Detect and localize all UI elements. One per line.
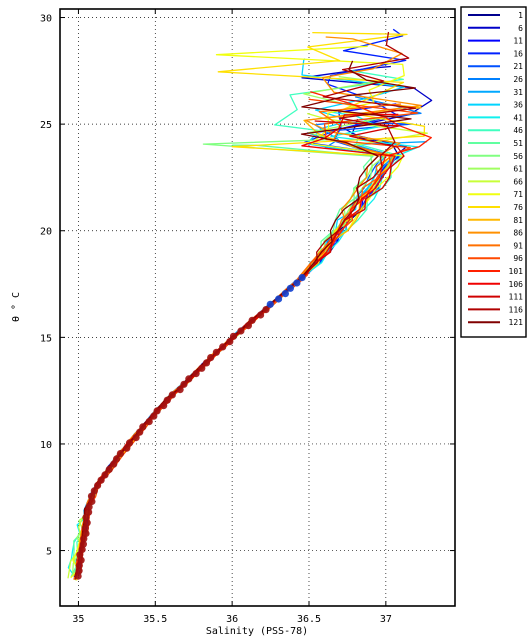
x-tick-label: 37	[380, 614, 392, 625]
profile-marker	[192, 370, 200, 378]
profile-marker	[207, 354, 215, 362]
legend: 1611162126313641465156616671768186919610…	[460, 6, 527, 338]
legend-label: 21	[513, 62, 523, 71]
profile-marker	[88, 497, 96, 506]
legend-box	[460, 6, 527, 338]
y-tick-label: 15	[40, 333, 52, 344]
profile-marker	[281, 290, 289, 298]
y-axis-title: θ ° C	[11, 292, 22, 322]
profile-marker	[110, 460, 118, 468]
profile-marker	[237, 327, 245, 335]
profile-marker	[262, 306, 270, 314]
profile-marker	[150, 412, 158, 420]
profile-marker	[77, 556, 85, 564]
legend-label: 16	[513, 49, 523, 58]
y-tick-label: 25	[40, 120, 52, 131]
profile-marker	[229, 332, 238, 340]
y-tick-label: 30	[40, 14, 52, 25]
legend-label: 36	[513, 101, 523, 110]
profile-marker	[75, 567, 83, 575]
y-tick-label: 10	[40, 440, 52, 451]
legend-label: 51	[513, 139, 523, 148]
profile-marker	[132, 434, 140, 442]
profile-marker	[145, 418, 153, 426]
profile-marker	[219, 343, 227, 351]
x-tick-label: 36	[226, 614, 238, 625]
profile-marker	[275, 295, 283, 303]
legend-label: 101	[509, 267, 524, 276]
profile-marker	[97, 476, 105, 484]
profile-marker	[81, 524, 89, 532]
profile-marker	[94, 481, 102, 490]
x-axis-title: Salinity (PSS-78)	[206, 626, 308, 637]
profile-marker	[176, 386, 184, 394]
legend-label: 81	[513, 216, 523, 225]
x-tick-label: 35	[72, 614, 84, 625]
legend-label: 56	[513, 152, 523, 161]
profile-marker	[168, 391, 176, 399]
legend-label: 11	[513, 37, 523, 46]
profile-marker	[125, 439, 134, 447]
legend-label: 66	[513, 177, 523, 186]
y-tick-label: 5	[46, 547, 52, 558]
profile-marker	[160, 402, 168, 410]
profile-marker	[202, 359, 211, 367]
profile-marker	[101, 471, 109, 479]
profile-marker	[136, 428, 144, 436]
profile-marker	[266, 300, 274, 308]
y-tick-label: 20	[40, 227, 52, 238]
profile-marker	[298, 274, 306, 282]
legend-label: 71	[513, 190, 523, 199]
profile-marker	[248, 316, 256, 324]
legend-label: 96	[513, 254, 523, 263]
profile-marker	[105, 465, 113, 474]
profile-marker	[163, 396, 171, 404]
legend-label: 1	[518, 11, 523, 20]
profile-marker	[198, 364, 206, 372]
profile-marker	[90, 487, 98, 495]
profile-marker	[257, 311, 265, 319]
legend-label: 41	[513, 113, 523, 122]
mixed-layer-markers	[74, 274, 306, 580]
legend-label: 6	[518, 24, 523, 33]
profile-marker	[180, 380, 188, 388]
legend-label: 106	[509, 280, 524, 289]
profile-marker	[212, 348, 220, 356]
legend-label: 121	[509, 318, 524, 327]
profile-marker	[139, 423, 147, 431]
x-tick-label: 35.5	[143, 614, 167, 625]
profile-marker	[79, 540, 87, 548]
profile-marker	[116, 450, 124, 458]
legend-label: 31	[513, 88, 523, 97]
x-tick-label: 36.5	[297, 614, 321, 625]
legend-label: 46	[513, 126, 523, 135]
legend-label: 111	[509, 293, 524, 302]
profile-marker	[286, 284, 294, 292]
profile-marker	[85, 503, 93, 511]
legend-label: 26	[513, 75, 523, 84]
plot-frame	[59, 8, 456, 607]
profile-marker	[226, 338, 234, 346]
legend-label: 91	[513, 241, 523, 250]
profile-marker	[153, 407, 161, 415]
legend-label: 61	[513, 165, 523, 174]
legend-label: 76	[513, 203, 523, 212]
profile-marker	[85, 508, 93, 516]
profile-marker	[82, 513, 90, 522]
profile-marker	[185, 375, 193, 383]
profile-marker	[293, 279, 301, 287]
profile-marker	[87, 492, 96, 500]
profile-marker	[113, 455, 121, 463]
legend-label: 116	[509, 305, 524, 314]
axis-ticks: 35 35.5 36 36.5 37 5 10 15 20 25 30	[40, 9, 455, 625]
profile-marker	[123, 444, 131, 452]
legend-label: 86	[513, 229, 523, 238]
profile-marker	[244, 322, 252, 330]
profile-marker	[82, 529, 90, 538]
